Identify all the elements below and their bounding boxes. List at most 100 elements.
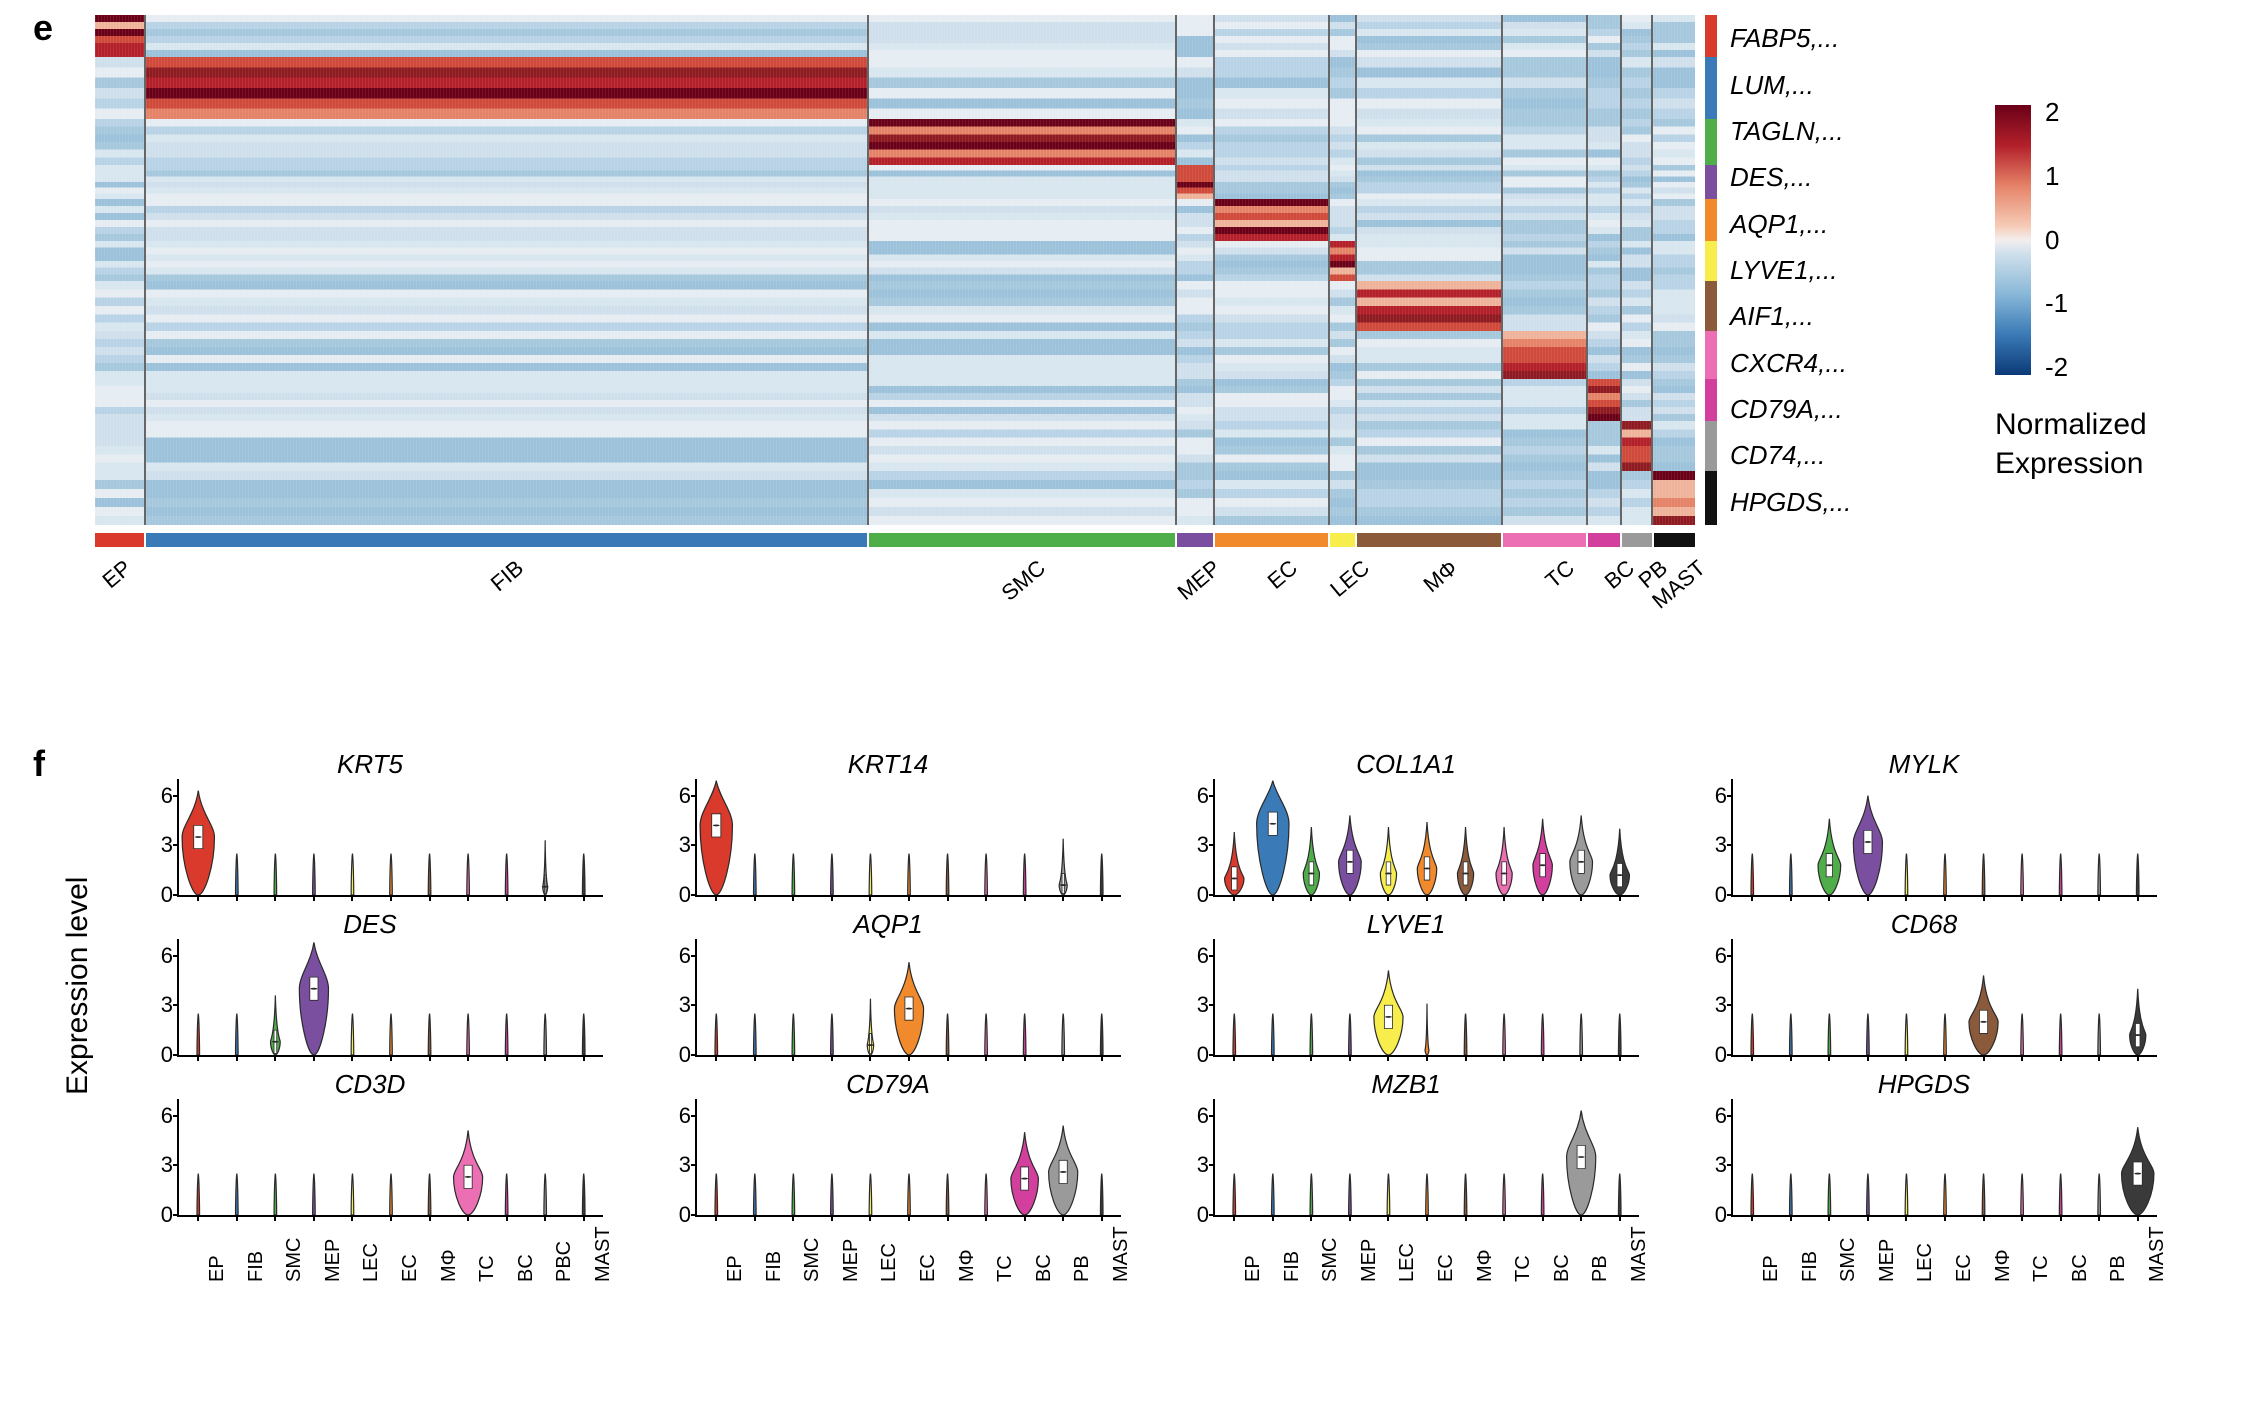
gene-group-label: LYVE1,... (1730, 257, 1851, 283)
x-tick-label: MΦ (438, 1249, 461, 1282)
x-tick-label: FIB (1799, 1251, 1822, 1282)
panel-f-label: f (33, 743, 45, 785)
gene-group-label: FABP5,... (1730, 25, 1851, 51)
x-tick-label: EC (1953, 1254, 1976, 1282)
y-tick: 3 (655, 1152, 691, 1178)
y-tick: 0 (137, 882, 173, 908)
y-tick: 6 (655, 1103, 691, 1129)
y-tick: 6 (137, 943, 173, 969)
x-tick-label: PB (2107, 1255, 2130, 1282)
gene-group-label: CXCR4,... (1730, 350, 1851, 376)
violin-title: MZB1 (1171, 1069, 1641, 1100)
x-tick-label: LEC (878, 1243, 901, 1282)
y-tick: 0 (1173, 1042, 1209, 1068)
column-label: MEP (1172, 555, 1225, 606)
gene-group-label: LUM,... (1730, 72, 1851, 98)
y-tick: 0 (1691, 1042, 1727, 1068)
y-tick: 6 (137, 783, 173, 809)
x-tick-label: FIB (1281, 1251, 1304, 1282)
y-tick: 6 (1173, 1103, 1209, 1129)
colorbar-tick: 1 (2045, 161, 2068, 192)
x-tick-label: MAST (1110, 1226, 1133, 1282)
y-tick: 0 (1173, 1202, 1209, 1228)
y-tick: 3 (1173, 992, 1209, 1018)
x-tick-label: SMC (1319, 1238, 1342, 1282)
violin-plot-KRT14: KRT14036 (653, 755, 1123, 905)
x-tick-label: TC (476, 1255, 499, 1282)
y-tick: 0 (1691, 882, 1727, 908)
gene-group-label: CD74,... (1730, 442, 1851, 468)
x-tick-label: LEC (360, 1243, 383, 1282)
y-tick: 6 (1173, 943, 1209, 969)
x-tick-label: PBC (553, 1241, 576, 1282)
x-tick-label: SMC (283, 1238, 306, 1282)
violin-title: KRT5 (135, 749, 605, 780)
x-tick-label: BC (515, 1254, 538, 1282)
y-tick: 6 (137, 1103, 173, 1129)
gene-group-label: CD79A,... (1730, 396, 1851, 422)
y-tick: 0 (655, 1042, 691, 1068)
x-tick-label: BC (1033, 1254, 1056, 1282)
gene-group-label: DES,... (1730, 164, 1851, 190)
x-tick-label: TC (994, 1255, 1017, 1282)
violin-plot-MYLK: MYLK036 (1689, 755, 2159, 905)
colorbar-tick: 2 (2045, 97, 2068, 128)
colorbar-gradient (1995, 105, 2031, 375)
violin-title: CD68 (1689, 909, 2159, 940)
heatmap-gene-color-bar (1705, 15, 1717, 525)
x-tick-label: FIB (245, 1251, 268, 1282)
violin-plot-AQP1: AQP1036 (653, 915, 1123, 1065)
panel-e-label: e (33, 7, 53, 49)
column-label: LEC (1325, 555, 1374, 602)
x-tick-label: EP (1760, 1255, 1783, 1282)
x-tick-label: EP (1242, 1255, 1265, 1282)
y-tick: 0 (137, 1202, 173, 1228)
x-tick-label: MEP (1358, 1239, 1381, 1282)
y-tick: 0 (655, 882, 691, 908)
violin-title: HPGDS (1689, 1069, 2159, 1100)
violin-plot-COL1A1: COL1A1036 (1171, 755, 1641, 905)
x-tick-label: MΦ (1474, 1249, 1497, 1282)
x-tick-label: MAST (2146, 1226, 2169, 1282)
gene-group-label: AIF1,... (1730, 303, 1851, 329)
colorbar-tick: 0 (2045, 225, 2068, 256)
y-tick: 0 (655, 1202, 691, 1228)
y-tick: 6 (1691, 943, 1727, 969)
violin-plot-KRT5: KRT5036 (135, 755, 605, 905)
x-tick-label: MΦ (1992, 1249, 2015, 1282)
heatmap-gene-labels: FABP5,...LUM,...TAGLN,...DES,...AQP1,...… (1730, 15, 1851, 525)
panel-f: f Expression level KRT5036KRT14036COL1A1… (15, 755, 2237, 1355)
violin-plot-MZB1: MZB1036EPFIBSMCMEPLECECMΦTCBCPBMAST (1171, 1075, 1641, 1225)
column-label: EC (1263, 555, 1303, 595)
x-tick-label: FIB (763, 1251, 786, 1282)
y-tick: 3 (1173, 1152, 1209, 1178)
column-label: FIB (486, 555, 529, 597)
violin-plot-CD68: CD68036 (1689, 915, 2159, 1065)
y-tick: 3 (655, 992, 691, 1018)
y-tick: 3 (1691, 992, 1727, 1018)
heatmap-column-labels: EPFIBSMCMEPECLECMΦTCBCPBMAST (95, 555, 1695, 645)
x-tick-label: TC (1512, 1255, 1535, 1282)
x-tick-label: MEP (322, 1239, 345, 1282)
heatmap-column-color-bar (95, 533, 1695, 547)
column-label: TC (1541, 555, 1580, 594)
x-tick-label: PB (1071, 1255, 1094, 1282)
violin-plot-DES: DES036 (135, 915, 605, 1065)
x-tick-label: BC (2069, 1254, 2092, 1282)
x-tick-label: LEC (1914, 1243, 1937, 1282)
x-tick-label: EC (1435, 1254, 1458, 1282)
y-axis-label: Expression level (61, 877, 95, 1095)
violin-title: DES (135, 909, 605, 940)
violin-plot-HPGDS: HPGDS036EPFIBSMCMEPLECECMΦTCBCPBMAST (1689, 1075, 2159, 1225)
column-label: EP (98, 555, 137, 594)
violin-title: COL1A1 (1171, 749, 1641, 780)
x-tick-label: SMC (801, 1238, 824, 1282)
y-tick: 3 (137, 992, 173, 1018)
x-tick-label: SMC (1837, 1238, 1860, 1282)
colorbar-title: NormalizedExpression (1995, 405, 2147, 483)
violin-plot-CD3D: CD3D036EPFIBSMCMEPLECECMΦTCBCPBCMAST (135, 1075, 605, 1225)
column-label: MΦ (1419, 555, 1463, 598)
y-tick: 0 (137, 1042, 173, 1068)
x-tick-label: PB (1589, 1255, 1612, 1282)
gene-group-label: AQP1,... (1730, 211, 1851, 237)
